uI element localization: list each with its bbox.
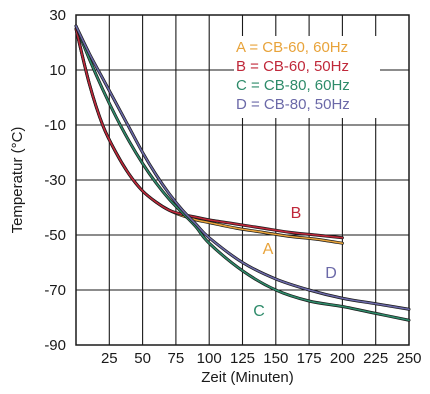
curve-label: C bbox=[253, 303, 265, 320]
legend-entry: C = CB-80, 60Hz bbox=[236, 77, 350, 94]
legend-entry: D = CB-80, 50Hz bbox=[236, 96, 350, 113]
y-tick-label: -90 bbox=[44, 337, 66, 354]
x-tick-label: 25 bbox=[101, 350, 118, 367]
x-tick-label: 200 bbox=[330, 350, 355, 367]
y-tick-label: -50 bbox=[44, 227, 66, 244]
y-tick-label: -30 bbox=[44, 172, 66, 189]
legend: A = CB-60, 60Hz B = CB-60, 50Hz C = CB-80,… bbox=[236, 39, 350, 113]
x-tick-label: 175 bbox=[297, 350, 322, 367]
plot-frame bbox=[75, 14, 410, 346]
legend-entry: B = CB-60, 50Hz bbox=[236, 58, 349, 75]
x-tick-label: 150 bbox=[263, 350, 288, 367]
x-tick-label: 225 bbox=[363, 350, 388, 367]
y-tick-label: 30 bbox=[49, 7, 66, 24]
legend-background bbox=[234, 36, 380, 118]
x-tick-label: 100 bbox=[197, 350, 222, 367]
curve-label: B bbox=[291, 205, 302, 222]
y-tick-label: 10 bbox=[49, 62, 66, 79]
series-line bbox=[75, 27, 344, 239]
curve-label: D bbox=[325, 265, 337, 282]
x-tick-label: 50 bbox=[134, 350, 151, 367]
legend-entry: A = CB-60, 60Hz bbox=[236, 39, 348, 56]
series-line bbox=[75, 25, 410, 322]
x-tick-label: 250 bbox=[396, 350, 421, 367]
x-tick-label: 75 bbox=[168, 350, 185, 367]
curve-labels: A B C D bbox=[253, 205, 337, 320]
y-tick-label: -10 bbox=[44, 117, 66, 134]
curve-label: A bbox=[263, 241, 274, 258]
x-axis-label: Zeit (Minuten) bbox=[201, 369, 294, 386]
y-tick-label: -70 bbox=[44, 282, 66, 299]
x-tick-label: 125 bbox=[230, 350, 255, 367]
y-axis-label: Temperatur (°C) bbox=[9, 127, 26, 234]
series-lines bbox=[74, 24, 411, 322]
series-line bbox=[75, 25, 410, 311]
y-axis-ticks: 30 10 -10 -30 -50 -70 -90 bbox=[44, 7, 66, 354]
x-axis-ticks: 25 50 75 100 125 150 175 200 225 250 bbox=[101, 350, 422, 367]
